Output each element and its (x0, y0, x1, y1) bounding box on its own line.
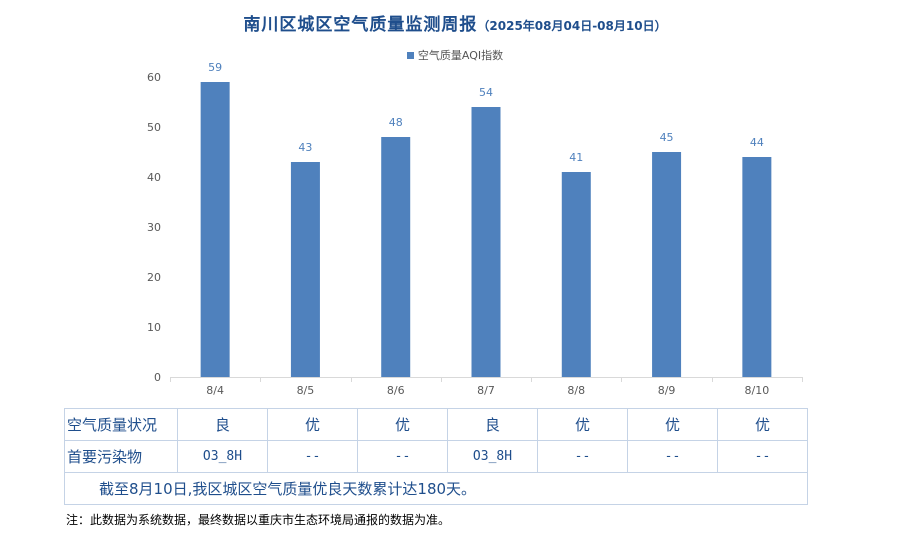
data-label: 59 (208, 61, 222, 74)
x-tick-label: 8/10 (745, 384, 770, 397)
pollutant-cell: -- (627, 440, 718, 473)
x-tick-label: 8/8 (567, 384, 585, 397)
bar-chart: 0 10 20 30 40 50 60 59 8/4 43 8/5 48 8/6 54 8/7 41 8/8 45… (147, 61, 803, 397)
y-tick-label: 10 (147, 321, 161, 334)
row-header-pollutant: 首要污染物 (64, 440, 178, 473)
pollutant-cell: -- (717, 440, 808, 473)
y-tick-label: 30 (147, 221, 161, 234)
status-cell: 优 (627, 408, 718, 441)
status-cell: 良 (177, 408, 268, 441)
summary-text: 截至8月10日,我区城区空气质量优良天数累计达180天。 (64, 472, 808, 505)
chart-title-period: （2025年08月04日-08月10日） (477, 19, 667, 33)
pollutant-cell: O3_8H (177, 440, 268, 473)
bar (290, 162, 320, 377)
chart-title-main: 南川区城区空气质量监测周报 (243, 15, 478, 35)
data-label: 54 (479, 86, 493, 99)
status-cell: 优 (267, 408, 358, 441)
pollutant-cell: -- (267, 440, 358, 473)
y-tick-label: 50 (147, 121, 161, 134)
status-cell: 优 (717, 408, 808, 441)
y-tick-label: 20 (147, 271, 161, 284)
footnote: 注：此数据为系统数据，最终数据以重庆市生态环境局通报的数据为准。 (66, 513, 451, 527)
table-row-pollutant: 首要污染物 O3_8H -- -- O3_8H -- -- -- (64, 440, 808, 473)
table-row-status: 空气质量状况 良 优 优 良 优 优 优 (64, 408, 808, 441)
data-label: 41 (569, 151, 583, 164)
y-tick-label: 40 (147, 171, 161, 184)
row-header-status: 空气质量状况 (64, 408, 178, 441)
legend-label: 空气质量AQI指数 (417, 49, 504, 62)
pollutant-cell: -- (537, 440, 628, 473)
x-tick-label: 8/7 (477, 384, 495, 397)
bar (200, 82, 230, 377)
status-cell: 优 (537, 408, 628, 441)
status-cell: 良 (447, 408, 538, 441)
data-label: 43 (298, 141, 312, 154)
y-tick-label: 0 (154, 371, 161, 384)
table-row-summary: 截至8月10日,我区城区空气质量优良天数累计达180天。 (64, 472, 808, 505)
chart-legend: 空气质量AQI指数 (0, 47, 910, 63)
bar (652, 152, 682, 377)
x-tick-label: 8/5 (297, 384, 315, 397)
x-tick-label: 8/4 (206, 384, 224, 397)
legend-swatch (406, 51, 414, 59)
pollutant-cell: -- (357, 440, 448, 473)
data-label: 44 (750, 136, 764, 149)
x-tick-label: 8/6 (387, 384, 405, 397)
pollutant-cell: O3_8H (447, 440, 538, 473)
chart-title: 南川区城区空气质量监测周报（2025年08月04日-08月10日） (0, 10, 910, 35)
x-tick-label: 8/9 (658, 384, 676, 397)
air-quality-table: 空气质量状况 良 优 优 良 优 优 优 首要污染物 O3_8H -- -- O… (64, 408, 808, 505)
y-tick-label: 60 (147, 71, 161, 84)
data-label: 45 (660, 131, 674, 144)
status-cell: 优 (357, 408, 448, 441)
bar (742, 157, 772, 377)
bar (471, 107, 501, 377)
data-label: 48 (389, 116, 403, 129)
bar (381, 137, 411, 377)
bar (561, 172, 591, 377)
